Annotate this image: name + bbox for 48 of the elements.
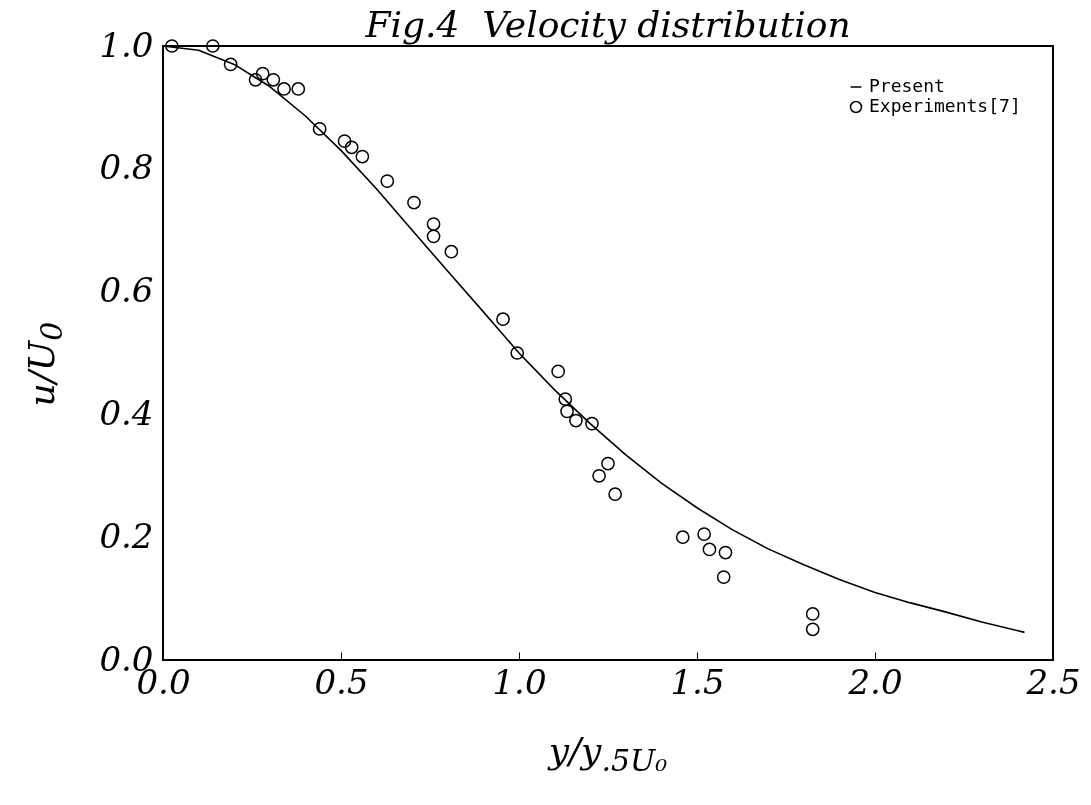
point [426, 229, 441, 244]
point [585, 416, 599, 431]
point [291, 82, 306, 96]
x-tick-label: 2.0 [847, 661, 903, 702]
point [718, 545, 733, 560]
point [805, 622, 820, 637]
legend-label: Present [869, 75, 945, 96]
x-axis-title: y/y$_{.5U₀}$ [546, 730, 669, 779]
point [165, 39, 179, 53]
point [255, 66, 270, 81]
point [496, 312, 510, 327]
point [205, 39, 220, 53]
point [355, 149, 370, 164]
y-tick-label: 0.4 [99, 392, 154, 433]
point [592, 468, 606, 483]
point [223, 57, 238, 72]
point [697, 527, 711, 541]
x-tick-label: 0.5 [314, 661, 369, 702]
point [407, 195, 421, 210]
chart-title: Fig.4 Velocity distribution [364, 4, 852, 45]
y-tick-label: 0.2 [99, 515, 154, 556]
point [426, 217, 441, 231]
point [716, 570, 731, 584]
point [608, 487, 622, 502]
point [266, 72, 281, 87]
point [558, 392, 573, 406]
point [702, 542, 717, 557]
point [675, 530, 690, 545]
point [344, 140, 359, 155]
point [312, 122, 327, 136]
x-tick-label: 2.5 [1025, 661, 1081, 702]
point [277, 82, 291, 96]
point [601, 456, 615, 471]
y-tick-label: 0.6 [99, 270, 154, 311]
point [510, 346, 525, 360]
point [444, 244, 459, 259]
point [569, 413, 583, 428]
point [551, 364, 566, 379]
y-tick-label: 1.0 [99, 24, 154, 65]
point [248, 72, 263, 87]
x-tick-label: 1.5 [670, 661, 725, 702]
x-tick-label: 1.0 [492, 661, 547, 702]
point [560, 404, 574, 419]
point [805, 607, 820, 621]
point [380, 174, 395, 188]
y-tick-label: 0.8 [99, 147, 154, 188]
point [337, 134, 352, 149]
legend-label: Experiments[7] [869, 95, 1021, 116]
